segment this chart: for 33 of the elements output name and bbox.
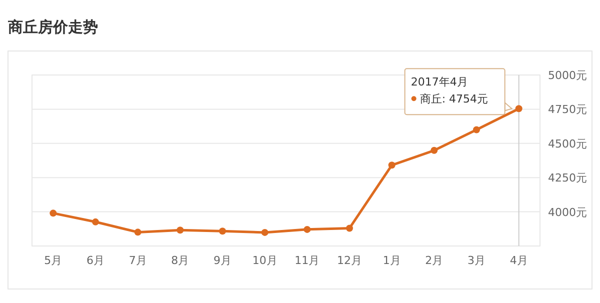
x-tick-label: 2月 [425,254,444,267]
point [388,162,396,169]
point [473,126,480,134]
point [304,226,311,233]
x-tick-label: 6月 [86,254,104,267]
y-tick-label: 4500元 [548,137,587,150]
x-tick-label: 5月 [44,254,62,267]
point [92,218,99,226]
point [346,224,353,232]
point [176,226,184,234]
y-tick-label: 5000元 [548,69,587,82]
x-tick-label: 10月 [252,254,278,267]
x-tick-label: 8月 [171,254,190,267]
point [515,105,522,112]
x-tick-label: 11月 [294,254,320,267]
point [261,228,268,236]
x-tick-label: 3月 [468,254,486,267]
y-tick-label: 4750元 [548,103,587,116]
x-tick-label: 4月 [510,254,528,267]
x-tick-label: 1月 [382,254,401,267]
y-tick-label: 4250元 [548,172,587,185]
title: 商丘房价走势 [8,18,98,36]
y-tick-label: 4000元 [548,206,587,219]
point [219,228,226,235]
x-tick-label: 9月 [214,254,232,267]
x-tick-label: 12月 [337,254,362,267]
x-tick-label: 7月 [128,254,147,267]
point [134,228,142,236]
point [430,146,438,154]
annotation: 商丘: 4754元 [420,92,488,106]
annotation: 2017年4月 [410,76,468,89]
tooltip: 2017年4月 商丘: 4754元 [404,68,513,116]
point [50,210,57,217]
